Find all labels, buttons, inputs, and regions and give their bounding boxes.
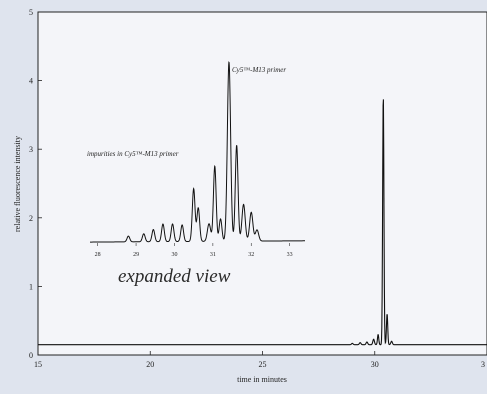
main-chromatogram-line <box>38 99 487 346</box>
x-tick-label: 25 <box>259 360 267 369</box>
plot-area <box>37 11 487 356</box>
inset-x-tick-label: 29 <box>133 252 139 258</box>
x-tick-label: 30 <box>371 360 379 369</box>
inset-x-tick-label: 32 <box>248 252 254 258</box>
inset-title: expanded view <box>118 266 231 287</box>
inset-annotation-primer: Cy5™-M13 primer <box>232 66 286 74</box>
inset-group: 28 29 30 31 32 33 <box>90 61 305 258</box>
inset-chromatogram-line <box>90 61 305 243</box>
y-tick-label: 4 <box>29 77 33 86</box>
y-tick-label: 3 <box>29 145 33 154</box>
y-axis-title: relative fluorescence intensity <box>13 136 22 232</box>
inset-x-tick-label: 31 <box>210 252 216 258</box>
inset-x-tick-label: 33 <box>287 252 293 258</box>
inset-x-tick-label: 28 <box>95 252 101 258</box>
y-tick-label: 0 <box>29 351 33 360</box>
x-tick-label: 15 <box>34 360 42 369</box>
x-axis-title: time in minutes <box>237 375 287 384</box>
y-tick-label: 5 <box>29 8 33 17</box>
main-chromatogram-group <box>38 99 487 346</box>
x-tick-label: 3 <box>481 360 485 369</box>
inset-x-tick-label: 30 <box>171 252 177 258</box>
x-tick-label: 20 <box>146 360 154 369</box>
y-tick-label: 1 <box>29 282 33 291</box>
inset-annotation-impurities: impurities in Cy5™-M13 primer <box>87 150 179 158</box>
y-tick-label: 2 <box>29 214 33 223</box>
